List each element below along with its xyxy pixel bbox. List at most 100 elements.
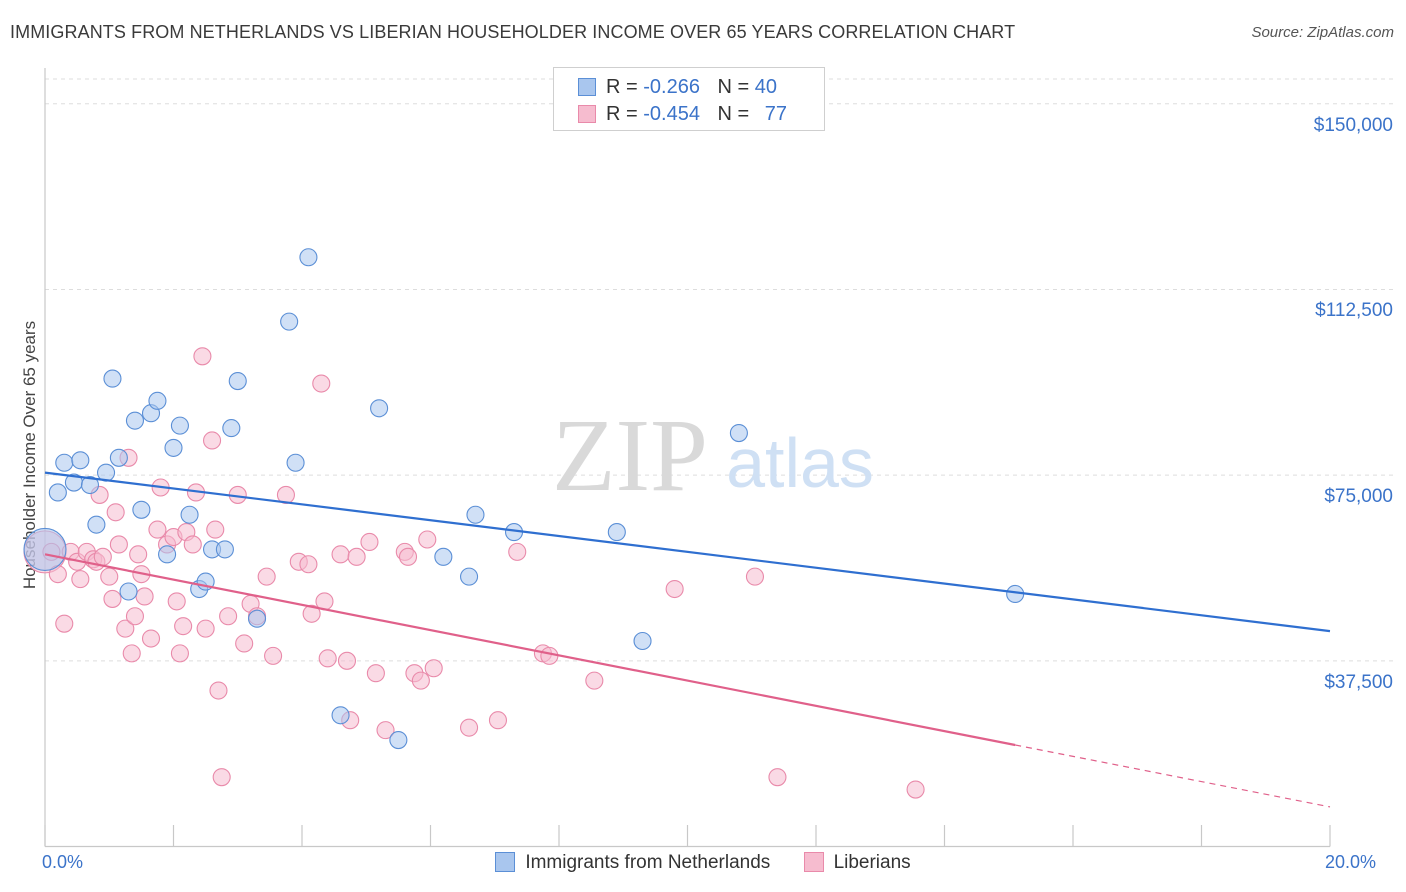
netherlands-point <box>125 411 144 430</box>
netherlands-point <box>299 248 318 267</box>
netherlands-point <box>103 369 122 388</box>
legend-r-value: -0.454 <box>643 103 700 125</box>
netherlands-point <box>222 419 241 438</box>
legend-label: Immigrants from Netherlands <box>525 852 771 873</box>
liberian-point <box>170 644 189 663</box>
x-tick-label-min: 0.0% <box>42 852 84 872</box>
liberian-point <box>488 711 508 730</box>
netherlands-point <box>247 609 267 628</box>
liberian-point <box>209 681 228 700</box>
liberian-point <box>745 567 765 586</box>
data-points <box>23 248 1025 799</box>
liberian-point <box>71 570 90 589</box>
watermark-atlas: atlas <box>726 424 874 502</box>
legend-swatch-pink <box>803 852 824 872</box>
chart-title: IMMIGRANTS FROM NETHERLANDS VS LIBERIAN … <box>10 22 1016 42</box>
liberian-point <box>540 646 559 665</box>
legend-r-label: R = <box>606 76 638 98</box>
liberian-point <box>219 607 238 626</box>
liberian-point <box>193 347 212 366</box>
netherlands-point <box>71 451 90 470</box>
netherlands-point <box>280 312 299 331</box>
trend-lines <box>44 471 1331 808</box>
legend-n-value: 77 <box>764 103 788 125</box>
netherlands-point <box>607 523 626 542</box>
legend-n-label: N = <box>717 76 750 98</box>
liberian-point <box>376 721 395 740</box>
liberian-point <box>109 535 128 554</box>
liberian-point <box>129 545 148 564</box>
liberian-point <box>106 503 125 522</box>
correlation-legend: R = -0.266 N = 40 R = -0.454 N = 77 <box>553 67 825 131</box>
legend-swatch-blue <box>495 852 516 872</box>
legend-r-value: -0.266 <box>643 76 700 98</box>
netherlands-point <box>370 399 389 418</box>
legend-n-value: 40 <box>754 76 778 98</box>
liberian-point <box>100 567 119 586</box>
liberian-point <box>347 547 366 566</box>
liberian-point <box>411 671 430 690</box>
netherlands-point <box>148 391 167 410</box>
liberian-point <box>125 607 144 626</box>
netherlands-point <box>119 582 138 601</box>
liberian-point <box>235 634 254 653</box>
liberian-point <box>906 780 925 799</box>
legend-label: Liberians <box>833 852 911 873</box>
netherlands-point <box>434 547 453 566</box>
netherlands-point <box>80 475 100 495</box>
liberian-point <box>183 535 202 554</box>
liberian-point <box>148 520 167 539</box>
netherlands-point <box>215 540 234 559</box>
y-tick-label: $75,000 <box>1324 486 1393 508</box>
legend-swatch-pink <box>578 105 596 123</box>
liberian-point <box>93 547 112 566</box>
netherlands-point <box>389 730 408 750</box>
liberian-point <box>55 614 74 633</box>
netherlands-point <box>228 371 247 391</box>
y-tick-label: $37,500 <box>1324 671 1393 693</box>
liberian-point <box>418 530 437 549</box>
liberian-point <box>768 768 787 787</box>
liberian-point <box>206 520 225 539</box>
legend-item-netherlands[interactable]: Immigrants from Netherlands <box>495 852 770 874</box>
legend-row-liberians: R = -0.454 N = 77 <box>578 103 787 126</box>
liberian-point <box>424 659 443 678</box>
liberian-point <box>337 651 357 670</box>
liberian-point <box>665 579 684 599</box>
liberian-point <box>318 649 337 668</box>
liberian-point <box>103 589 122 608</box>
x-tick-label-max: 20.0% <box>1325 852 1377 872</box>
legend-n-label: N = <box>717 103 750 125</box>
netherlands-point <box>55 453 74 472</box>
legend-swatch-blue <box>578 78 596 96</box>
liberian-point <box>196 619 215 638</box>
liberian-trend-extension <box>1015 744 1331 808</box>
liberian-point <box>264 646 283 665</box>
legend-item-liberians[interactable]: Liberians <box>803 852 911 874</box>
netherlands-point <box>180 505 199 524</box>
netherlands-point <box>164 438 183 457</box>
liberian-point <box>299 555 318 574</box>
liberian-point <box>302 604 321 623</box>
netherlands-point <box>286 453 305 472</box>
netherlands-point <box>87 515 106 534</box>
netherlands-point <box>132 500 151 519</box>
source-label: Source: ZipAtlas.com <box>1251 24 1394 41</box>
liberian-point <box>257 567 276 586</box>
series-legend: Immigrants from Netherlands Liberians <box>0 852 1406 874</box>
liberian-point <box>135 587 154 606</box>
liberian-point <box>360 532 379 552</box>
netherlands-point <box>48 483 67 502</box>
netherlands-point <box>459 567 479 586</box>
liberian-point <box>167 592 186 611</box>
legend-r-label: R = <box>606 103 638 125</box>
legend-row-netherlands: R = -0.266 N = 40 <box>578 76 777 99</box>
grid-lines <box>45 78 1393 662</box>
liberian-trend-line <box>44 553 1016 747</box>
netherlands-trend-line <box>44 471 1331 633</box>
liberian-point <box>174 617 193 636</box>
netherlands-point <box>331 706 350 725</box>
liberian-point <box>212 768 231 787</box>
y-tick-label: $150,000 <box>1313 114 1393 136</box>
